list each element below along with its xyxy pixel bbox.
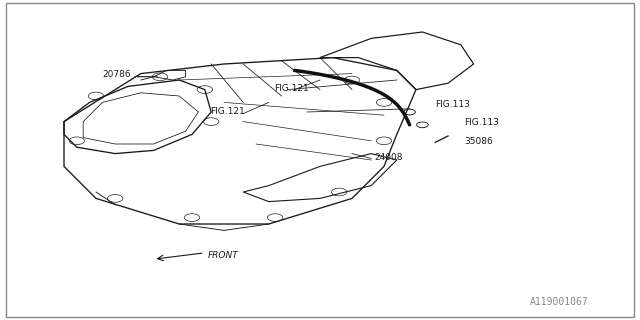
Text: FIG.113: FIG.113 (464, 118, 499, 127)
Text: A119001067: A119001067 (530, 297, 589, 307)
Text: 20786: 20786 (102, 70, 131, 79)
Text: 24008: 24008 (374, 153, 403, 162)
Text: 35086: 35086 (464, 137, 493, 146)
Text: FIG.113: FIG.113 (435, 100, 470, 109)
Text: FIG.121: FIG.121 (210, 107, 244, 116)
Text: FIG.121: FIG.121 (274, 84, 308, 93)
Text: FRONT: FRONT (208, 251, 239, 260)
